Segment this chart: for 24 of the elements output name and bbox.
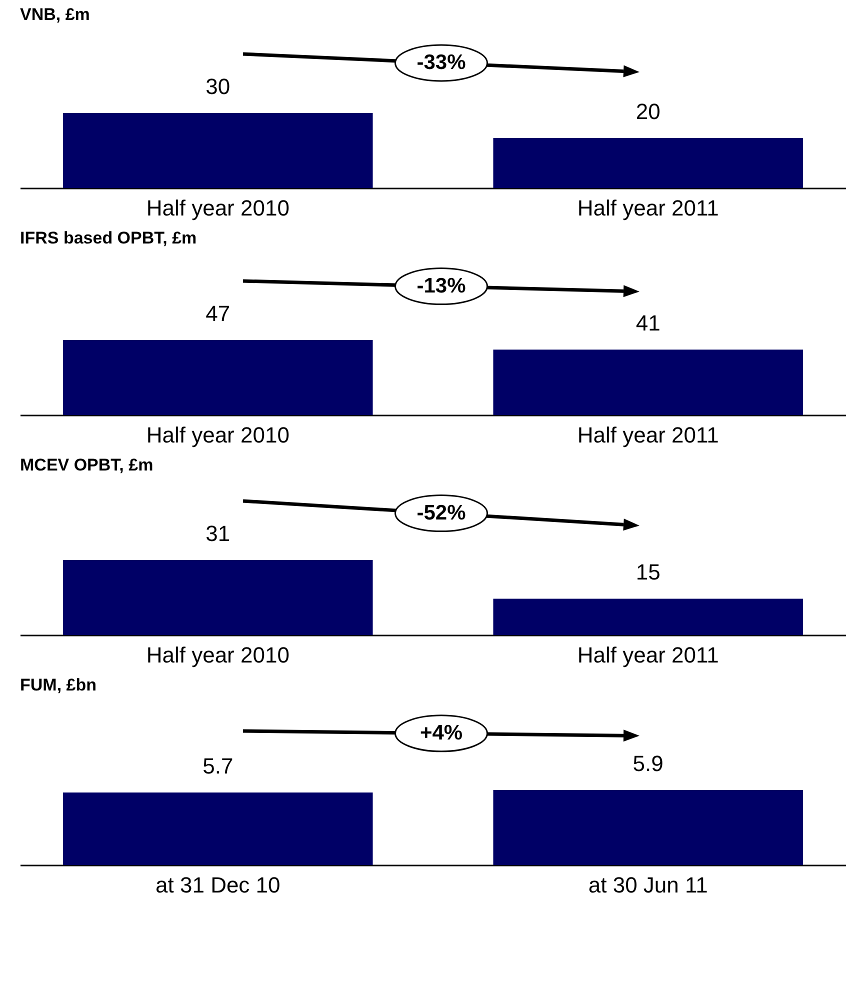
x-tick-label: Half year 2011 xyxy=(577,422,719,448)
chart-title: VNB, £m xyxy=(20,5,90,24)
data-label: 15 xyxy=(636,560,660,585)
data-label: 5.9 xyxy=(632,751,664,776)
data-label: 47 xyxy=(206,301,230,326)
x-tick-label: Half year 2010 xyxy=(146,642,290,668)
data-label: 20 xyxy=(636,99,660,124)
data-label: 31 xyxy=(206,521,230,546)
chart-title: FUM, £bn xyxy=(20,675,96,694)
chart-title: MCEV OPBT, £m xyxy=(20,455,154,474)
x-tick-label: at 31 Dec 10 xyxy=(156,872,280,898)
text: -33% xyxy=(416,51,466,74)
text: -52% xyxy=(416,501,466,524)
data-label: 30 xyxy=(206,74,230,99)
text: -13% xyxy=(416,274,466,298)
text: +4% xyxy=(420,721,463,744)
x-tick-label: Half year 2011 xyxy=(577,196,719,220)
data-label: 41 xyxy=(636,310,660,336)
chart-title: IFRS based OPBT, £m xyxy=(20,228,197,248)
x-tick-label: Half year 2010 xyxy=(146,422,290,448)
x-tick-label: at 30 Jun 11 xyxy=(588,872,708,898)
data-label: 5.7 xyxy=(202,754,234,779)
x-tick-label: Half year 2010 xyxy=(146,196,290,220)
x-tick-label: Half year 2011 xyxy=(577,642,719,668)
